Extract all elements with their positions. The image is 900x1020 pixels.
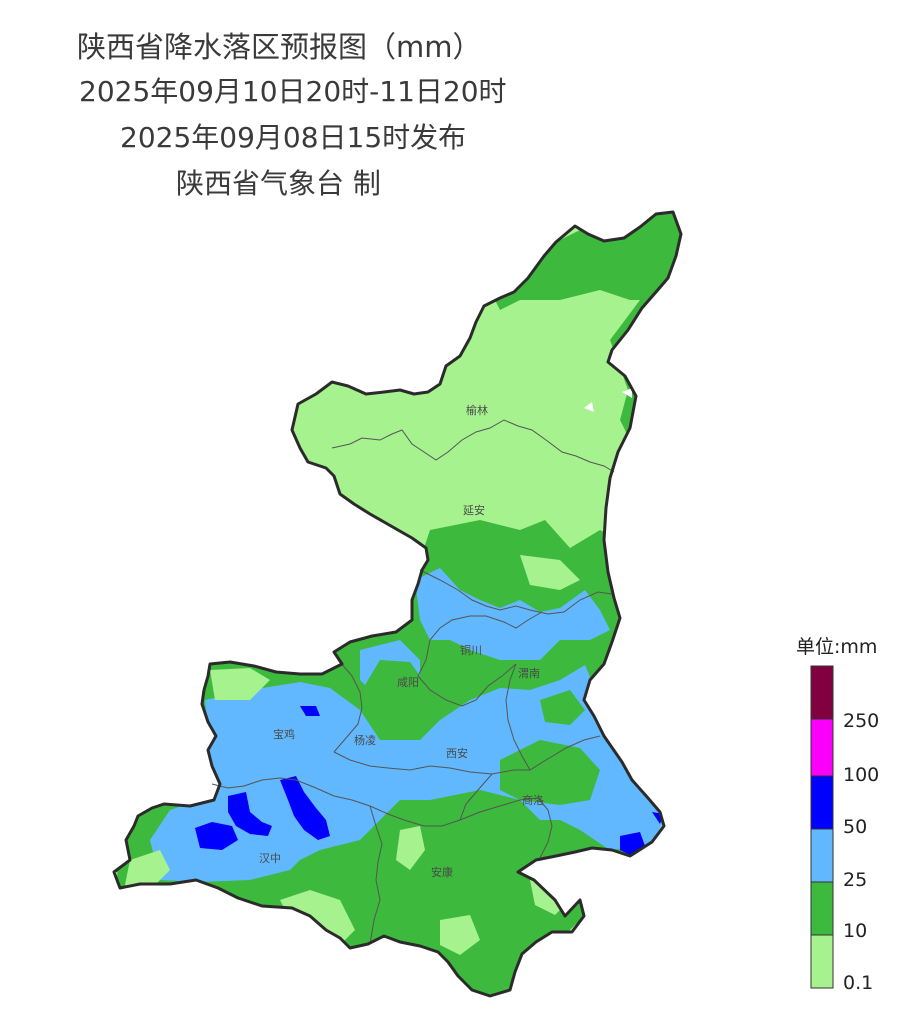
legend-label-10: 10 bbox=[843, 920, 868, 942]
legend-label-25: 25 bbox=[843, 869, 868, 891]
city-boundaries bbox=[211, 419, 615, 945]
city-label-baoji: 宝鸡 bbox=[273, 727, 295, 741]
city-label-shangluo: 商洛 bbox=[522, 793, 544, 807]
legend-swatch-0.1 bbox=[810, 934, 834, 989]
province-boundary bbox=[112, 210, 683, 998]
legend-colorbar bbox=[810, 665, 834, 989]
legend-swatch-250 bbox=[810, 665, 834, 720]
city-label-ankang: 安康 bbox=[431, 865, 453, 879]
city-label-tongchuan: 铜川 bbox=[460, 643, 482, 657]
city-label-yulin: 榆林 bbox=[466, 403, 488, 417]
legend-label-50: 50 bbox=[843, 816, 868, 838]
legend-label-250: 250 bbox=[843, 710, 880, 732]
city-label-xian: 西安 bbox=[446, 746, 468, 760]
issue-time: 2025年09月08日15时发布 bbox=[120, 121, 467, 154]
legend-swatch-10 bbox=[810, 881, 834, 936]
legend-label-0.1: 0.1 bbox=[843, 972, 874, 994]
city-label-xianyang: 咸阳 bbox=[397, 676, 419, 689]
rainfall-shading bbox=[114, 212, 681, 996]
city-label-yanan: 延安 bbox=[463, 503, 485, 517]
map-title: 陕西省降水落区预报图（mm） bbox=[77, 30, 482, 64]
legend-label-100: 100 bbox=[843, 764, 880, 786]
city-label-weinan: 渭南 bbox=[518, 667, 540, 680]
forecast-period: 2025年09月10日20时-11日20时 bbox=[79, 75, 507, 108]
legend-swatch-25 bbox=[810, 828, 834, 883]
producer: 陕西省气象台 制 bbox=[176, 167, 381, 200]
legend-swatch-50 bbox=[810, 775, 834, 830]
legend-swatch-100 bbox=[810, 718, 834, 777]
city-label-hanzhong: 汉中 bbox=[259, 852, 281, 865]
city-label-yangling: 杨凌 bbox=[354, 733, 376, 747]
legend-unit-title: 单位:mm bbox=[796, 636, 878, 658]
